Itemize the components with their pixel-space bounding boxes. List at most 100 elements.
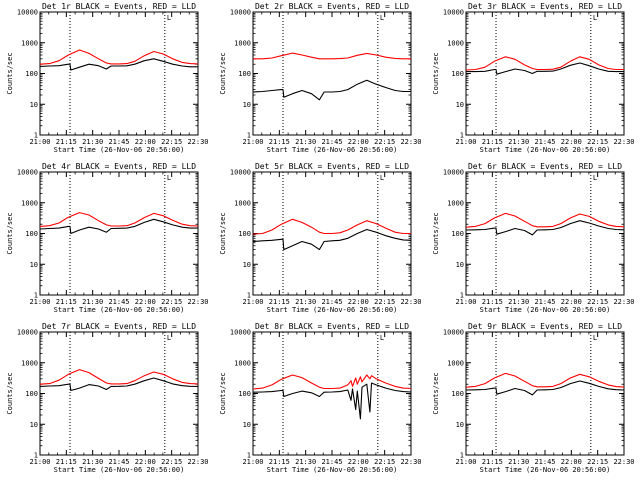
series-line-lld — [465, 212, 625, 228]
series-line-events — [252, 382, 412, 420]
x-tick-label: 22:00 — [561, 458, 582, 466]
plot-frame — [39, 331, 199, 456]
chart-title: Det 9r BLACK = Events, RED = LLD — [468, 322, 622, 331]
x-tick-label: 22:30 — [613, 138, 634, 146]
y-tick-label: 10 — [456, 261, 464, 269]
series-line-lld — [39, 212, 199, 227]
l-marker: L — [593, 14, 597, 22]
series-line-events — [466, 62, 624, 75]
y-tick-label: 1 — [247, 292, 251, 300]
x-tick-label: 21:00 — [242, 298, 263, 306]
plot-frame — [465, 171, 625, 296]
chart-panel-2: Det 2r BLACK = Events, RED = LLD 1 10 100 10… — [219, 2, 422, 154]
x-tick-label: 21:15 — [482, 138, 503, 146]
x-axis-label: Start Time (26-Nov-06 20:56:00) — [54, 466, 185, 474]
x-tick-label: 22:00 — [348, 138, 369, 146]
y-tick-label: 100 — [451, 390, 464, 398]
x-tick-label: 22:30 — [400, 458, 421, 466]
x-tick-label: 21:15 — [56, 458, 77, 466]
x-tick-label: 21:00 — [29, 458, 50, 466]
x-tick-label: 21:00 — [242, 458, 263, 466]
chart-title: Det 1r BLACK = Events, RED = LLD — [42, 2, 196, 11]
series-line-events — [465, 220, 625, 236]
x-tick-label: 21:15 — [269, 458, 290, 466]
series-line-lld — [252, 374, 412, 390]
plot-frame — [252, 331, 412, 456]
x-tick-label: 22:15 — [374, 458, 395, 466]
y-tick-label: 10 — [243, 101, 251, 109]
y-axis-label: Counts/sec — [219, 372, 227, 414]
y-tick-label: 10 — [30, 421, 38, 429]
y-tick-label: 1000 — [21, 199, 38, 207]
y-tick-label: 1 — [460, 292, 464, 300]
l-marker: L — [593, 174, 597, 182]
x-axis-label: Start Time (26-Nov-06 20:56:00) — [54, 306, 185, 314]
x-axis-label: Start Time (26-Nov-06 20:56:00) — [267, 146, 398, 154]
plot-frame — [465, 331, 625, 456]
series-line-events — [39, 218, 198, 235]
x-tick-label: 21:15 — [56, 298, 77, 306]
chart-panel-8: Det 8r BLACK = Events, RED = LLD 1 10 100 10… — [219, 322, 422, 474]
x-tick-label: 22:00 — [135, 138, 156, 146]
x-tick-label: 22:00 — [135, 298, 156, 306]
l-marker: L — [380, 174, 384, 182]
series-line-lld — [252, 218, 411, 235]
y-axis-label: Counts/sec — [432, 212, 440, 254]
x-tick-label: 21:00 — [29, 138, 50, 146]
x-tick-label: 22:30 — [187, 138, 208, 146]
series-line-events — [465, 380, 625, 396]
x-tick-label: 21:00 — [29, 298, 50, 306]
x-tick-label: 21:30 — [82, 458, 103, 466]
chart-title: Det 4r BLACK = Events, RED = LLD — [42, 162, 196, 171]
l-marker: L — [167, 174, 171, 182]
y-tick-label: 10000 — [17, 9, 38, 17]
x-tick-label: 21:45 — [108, 298, 129, 306]
chart-panel-1: Det 1r BLACK = Events, RED = LLD 1 10 100 10… — [6, 2, 209, 154]
x-tick-label: 21:15 — [482, 458, 503, 466]
y-tick-label: 100 — [238, 390, 251, 398]
x-axis-label: Start Time (26-Nov-06 20:56:00) — [480, 146, 611, 154]
x-axis-label: Start Time (26-Nov-06 20:56:00) — [480, 306, 611, 314]
x-tick-label: 21:30 — [295, 298, 316, 306]
x-tick-label: 21:45 — [321, 458, 342, 466]
y-tick-label: 10 — [243, 261, 251, 269]
x-tick-label: 21:30 — [508, 298, 529, 306]
chart-panel-3: Det 3r BLACK = Events, RED = LLD 1 10 100 10… — [432, 2, 635, 154]
x-tick-label: 22:30 — [400, 138, 421, 146]
y-tick-label: 1 — [34, 132, 38, 140]
y-tick-label: 10 — [30, 101, 38, 109]
l-marker: L — [380, 334, 384, 342]
x-tick-label: 21:30 — [295, 458, 316, 466]
series-line-events — [252, 79, 411, 101]
chart-title: Det 3r BLACK = Events, RED = LLD — [468, 2, 622, 11]
y-tick-label: 10000 — [17, 169, 38, 177]
chart-panel-9: Det 9r BLACK = Events, RED = LLD 1 10 100 10… — [432, 322, 635, 474]
y-tick-label: 1 — [34, 452, 38, 460]
x-tick-label: 21:45 — [321, 298, 342, 306]
x-tick-label: 21:30 — [508, 138, 529, 146]
x-tick-label: 21:30 — [508, 458, 529, 466]
x-tick-label: 22:15 — [587, 298, 608, 306]
x-tick-label: 21:00 — [455, 138, 476, 146]
plot-frame — [39, 11, 199, 136]
x-tick-label: 21:15 — [482, 298, 503, 306]
y-tick-label: 1000 — [447, 199, 464, 207]
x-tick-label: 21:45 — [108, 138, 129, 146]
x-tick-label: 21:15 — [56, 138, 77, 146]
series-line-lld — [39, 49, 199, 65]
x-tick-label: 21:45 — [108, 458, 129, 466]
y-tick-label: 1000 — [234, 359, 251, 367]
y-tick-label: 1000 — [21, 359, 38, 367]
x-axis-label: Start Time (26-Nov-06 20:56:00) — [480, 466, 611, 474]
l-marker: L — [380, 14, 384, 22]
x-tick-label: 22:00 — [348, 458, 369, 466]
y-tick-label: 10 — [243, 421, 251, 429]
l-marker: L — [593, 334, 597, 342]
plot-frame — [39, 171, 199, 296]
x-tick-label: 21:30 — [82, 298, 103, 306]
x-tick-label: 21:15 — [269, 298, 290, 306]
x-tick-label: 22:15 — [161, 298, 182, 306]
y-tick-label: 100 — [25, 230, 38, 238]
chart-title: Det 2r BLACK = Events, RED = LLD — [255, 2, 409, 11]
chart-title: Det 7r BLACK = Events, RED = LLD — [42, 322, 196, 331]
